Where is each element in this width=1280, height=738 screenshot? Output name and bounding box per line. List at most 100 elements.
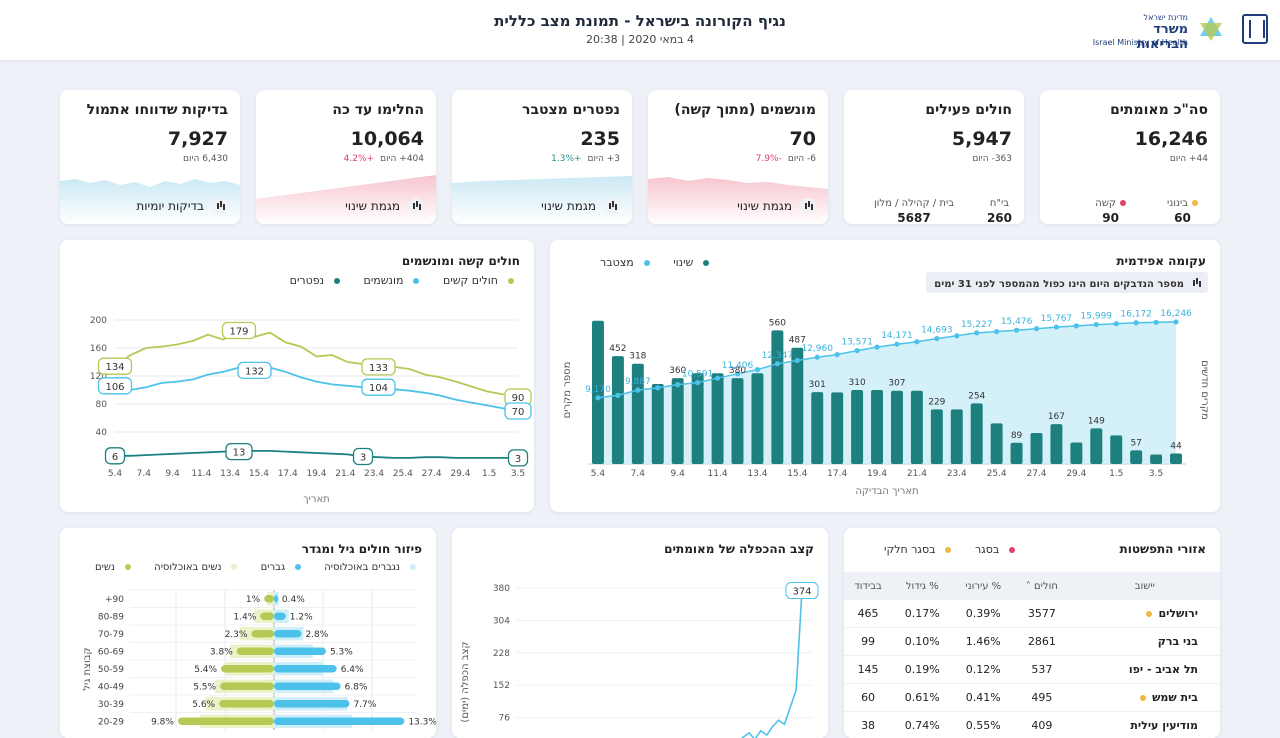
female-bar[interactable]: [237, 648, 274, 656]
cumulative-point[interactable]: [974, 330, 979, 335]
female-bar[interactable]: [221, 665, 274, 673]
legend-item-male-pop[interactable]: נגברים באוכלוסיה: [314, 562, 416, 573]
cumulative-point[interactable]: [1054, 324, 1059, 329]
trend-button[interactable]: מגמת שינוי: [541, 198, 620, 214]
cumulative-point[interactable]: [675, 382, 680, 387]
male-bar[interactable]: [274, 665, 337, 673]
legend-item-ventilated[interactable]: מונשמים: [354, 274, 420, 287]
bar[interactable]: [612, 356, 624, 464]
cumulative-point[interactable]: [994, 329, 999, 334]
female-bar[interactable]: [219, 700, 274, 708]
cumulative-point[interactable]: [635, 388, 640, 393]
bar[interactable]: [991, 423, 1003, 464]
female-bar[interactable]: [251, 630, 274, 638]
cumulative-point[interactable]: [894, 342, 899, 347]
cumulative-point[interactable]: [615, 393, 620, 398]
male-bar[interactable]: [274, 630, 301, 638]
cumulative-point[interactable]: [934, 336, 939, 341]
column-header-urban[interactable]: % עירוני: [952, 572, 1014, 600]
cumulative-point[interactable]: [1034, 326, 1039, 331]
kpi-recovered[interactable]: החלימו עד כה 10,064 404+ היום+4.2% מגמת …: [256, 90, 436, 224]
bar[interactable]: [672, 378, 684, 464]
kpi-ventilated[interactable]: מונשמים (מתוך קשה) 70 6- היום-7.9% מגמת …: [648, 90, 828, 224]
cumulative-point[interactable]: [1134, 320, 1139, 325]
chart-legend[interactable]: נגברים באוכלוסיה גברים נשים באוכלוסיה נש…: [75, 562, 416, 573]
male-bar[interactable]: [274, 595, 278, 603]
bar[interactable]: [831, 392, 843, 464]
trend-button[interactable]: מגמת שינוי: [737, 198, 816, 214]
cumulative-point[interactable]: [914, 339, 919, 344]
female-bar[interactable]: [178, 718, 274, 726]
cumulative-point[interactable]: [695, 380, 700, 385]
cumulative-point[interactable]: [855, 348, 860, 353]
bar[interactable]: [1011, 443, 1023, 464]
bar[interactable]: [811, 392, 823, 464]
bar[interactable]: [1050, 424, 1062, 464]
cumulative-point[interactable]: [1094, 322, 1099, 327]
bar[interactable]: [1090, 428, 1102, 464]
cumulative-point[interactable]: [775, 361, 780, 366]
bar[interactable]: [851, 390, 863, 464]
bar[interactable]: [971, 403, 983, 464]
bar[interactable]: [712, 373, 724, 464]
female-bar[interactable]: [264, 595, 274, 603]
bar[interactable]: [1170, 453, 1182, 464]
cumulative-point[interactable]: [835, 352, 840, 357]
cumulative-point[interactable]: [815, 355, 820, 360]
trend-button[interactable]: מגמת שינוי: [345, 198, 424, 214]
cumulative-point[interactable]: [1014, 328, 1019, 333]
bar[interactable]: [1070, 443, 1082, 464]
male-bar[interactable]: [274, 700, 349, 708]
bar[interactable]: [1130, 450, 1142, 464]
female-bar[interactable]: [220, 683, 274, 691]
male-bar[interactable]: [274, 683, 341, 691]
cumulative-point[interactable]: [655, 385, 660, 390]
female-bar[interactable]: [260, 613, 274, 621]
kpi-confirmed[interactable]: סה"כ מאומתים 16,246 44+ היום בינוני 60 ק…: [1040, 90, 1220, 224]
male-bar[interactable]: [274, 718, 404, 726]
bar[interactable]: [1110, 435, 1122, 464]
legend-item-male[interactable]: גברים: [251, 562, 301, 573]
cumulative-point[interactable]: [1074, 323, 1079, 328]
cumulative-point[interactable]: [795, 358, 800, 363]
ministry-logo[interactable]: מדינת ישראל משרד הבריאות Israel Ministry…: [1098, 10, 1268, 50]
male-bar[interactable]: [274, 648, 326, 656]
column-header-isolation[interactable]: בבידוד: [844, 572, 892, 600]
column-header-patients[interactable]: חולים ˄: [1014, 572, 1069, 600]
kpi-tests[interactable]: בדיקות שדווחו אתמול 7,927 6,430 היום בדי…: [60, 90, 240, 224]
chart-legend[interactable]: חולים קשים מונשמים נפטרים: [270, 274, 514, 287]
legend-item-female-pop[interactable]: נשים באוכלוסיה: [144, 562, 237, 573]
cumulative-point[interactable]: [715, 376, 720, 381]
legend-item-severe[interactable]: חולים קשים: [433, 274, 514, 287]
kpi-deaths[interactable]: נפטרים מצטבר 235 3+ היום+1.3% מגמת שינוי: [452, 90, 632, 224]
cumulative-point[interactable]: [595, 395, 600, 400]
bar[interactable]: [871, 390, 883, 464]
legend-item-change[interactable]: שינוי: [663, 256, 709, 269]
bar[interactable]: [1031, 433, 1043, 464]
male-bar[interactable]: [274, 613, 286, 621]
bar[interactable]: [652, 384, 664, 464]
bar[interactable]: [732, 378, 744, 464]
bar[interactable]: [931, 409, 943, 464]
column-header-city[interactable]: יישוב: [1070, 572, 1220, 600]
cumulative-point[interactable]: [1154, 320, 1159, 325]
kpi-active[interactable]: חולים פעילים 5,947 363- היום בי"ח 260 בי…: [844, 90, 1024, 224]
cumulative-point[interactable]: [1114, 321, 1119, 326]
bar[interactable]: [911, 391, 923, 464]
cumulative-point[interactable]: [954, 333, 959, 338]
bar[interactable]: [891, 391, 903, 464]
cumulative-point[interactable]: [1173, 319, 1178, 324]
bar[interactable]: [791, 348, 803, 464]
bar[interactable]: [692, 373, 704, 464]
bar[interactable]: [751, 373, 763, 464]
legend-item-cumulative[interactable]: מצטבר: [590, 256, 650, 269]
bar[interactable]: [951, 409, 963, 464]
